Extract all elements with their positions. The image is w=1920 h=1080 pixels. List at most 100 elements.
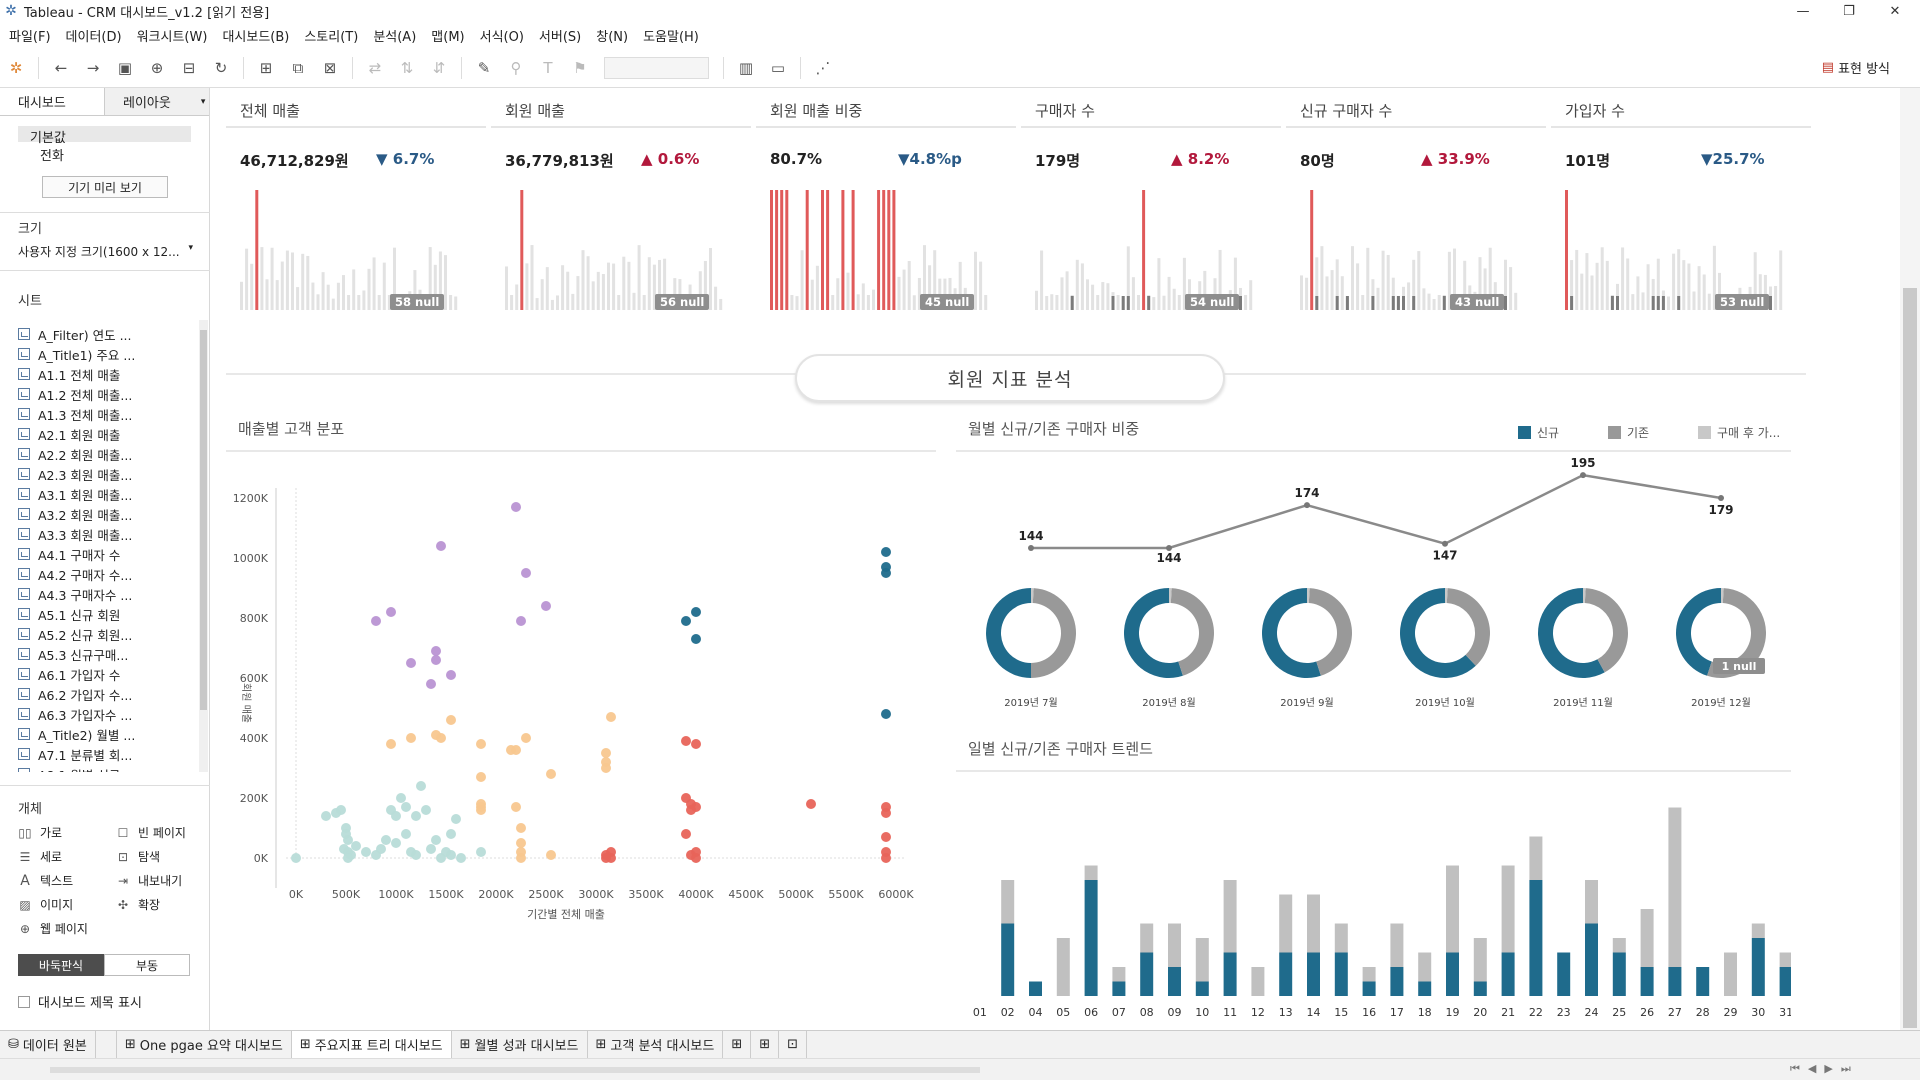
sheet-item[interactable]: A5.2 신규 회원... [0, 624, 200, 644]
object-horizontal[interactable]: ▯▯ 가로 [18, 824, 62, 841]
presentation-icon[interactable]: ▭ [770, 58, 786, 77]
highlight-icon[interactable]: ✎ [477, 58, 491, 77]
tiled-button[interactable]: 바둑판식 [18, 954, 104, 976]
show-me-button[interactable]: ▤ 표현 방식 [1822, 58, 1890, 77]
refresh-icon[interactable]: ↻ [214, 58, 228, 77]
menu-window[interactable]: 창(N) [596, 29, 629, 45]
labels-icon[interactable]: T [543, 58, 553, 77]
swap-icon[interactable]: ⇄ [368, 58, 382, 77]
minimize-icon[interactable]: — [1796, 3, 1810, 19]
menu-analysis[interactable]: 분석(A) [373, 29, 417, 45]
sheet-item[interactable]: A6.1 가입자 수 [0, 664, 200, 684]
null-badge[interactable]: 56 null [655, 294, 710, 310]
menu-file[interactable]: 파일(F) [9, 29, 51, 45]
null-badge[interactable]: 54 null [1185, 294, 1240, 310]
menu-server[interactable]: 서버(S) [538, 29, 582, 45]
menu-format[interactable]: 서식(O) [479, 29, 524, 45]
new-story-button[interactable]: ⊡ [779, 1030, 808, 1059]
tableau-home-icon[interactable]: ✲ [9, 58, 23, 77]
new-dashboard-button[interactable]: ⊞ [751, 1030, 780, 1059]
legend-new[interactable]: 신규 [1518, 424, 1559, 441]
new-datasource-icon[interactable]: ⊕ [150, 58, 164, 77]
close-icon[interactable]: ✕ [1889, 3, 1901, 19]
object-export[interactable]: ⇥ 내보내기 [116, 872, 182, 889]
size-select[interactable]: 사용자 지정 크기(1600 x 12... ▾ [18, 243, 193, 260]
monthly-donut-chart[interactable]: 144 144 174 147 195 179 2019년 7월 2019년 8월 2019년 … [956, 458, 1791, 718]
fit-select[interactable] [604, 56, 709, 79]
kpi-card[interactable]: 신규 구매자 수 80명 ▲ 33.9% 43 null [1286, 96, 1546, 326]
daily-trend-chart[interactable]: 01 02 04 05 06 07 08 09 10 11 12 13 14 15 16 17 18 19 20 21… [956, 788, 1791, 1028]
tab-datasource[interactable]: ⛁ 데이터 원본 [0, 1030, 96, 1059]
new-sheet-icon[interactable]: ⊞ [259, 58, 273, 77]
clear-sheet-icon[interactable]: ⊠ [323, 58, 337, 77]
kpi-card[interactable]: 구매자 수 179명 ▲ 8.2% 54 null [1021, 96, 1281, 326]
legend-other[interactable]: 구매 후 가... [1698, 424, 1780, 441]
sheet-item[interactable]: A2.3 회원 매출... [0, 464, 200, 484]
sheet-item[interactable]: A4.3 구매자수 ... [0, 584, 200, 604]
tab-onepage-dashboard[interactable]: ⊞ One pgae 요약 대시보드 [115, 1030, 292, 1059]
menu-data[interactable]: 데이터(D) [65, 29, 122, 45]
sheet-item[interactable]: A_Filter) 연도 ... [0, 324, 200, 344]
menu-worksheet[interactable]: 워크시트(W) [136, 29, 208, 45]
null-badge[interactable]: 53 null [1715, 294, 1770, 310]
sheet-item[interactable]: A7.1 분류별 회... [0, 744, 200, 764]
sheet-list-scrollbar[interactable] [199, 320, 208, 772]
vertical-scrollbar[interactable] [1900, 88, 1920, 1030]
sheet-item[interactable]: A2.1 회원 매출 [0, 424, 200, 444]
share-icon[interactable]: ⋰ [815, 58, 831, 77]
sort-desc-icon[interactable]: ⇵ [432, 58, 446, 77]
tab-dashboard[interactable]: 대시보드 [0, 88, 104, 115]
kpi-card[interactable]: 가입자 수 101명 ▼25.7% 53 null [1551, 96, 1811, 326]
horizontal-scrollbar[interactable] [50, 1067, 980, 1073]
floating-button[interactable]: 부동 [104, 954, 190, 976]
tab-kpi-tree-dashboard[interactable]: ⊞ 주요지표 트리 대시보드 [291, 1030, 452, 1059]
new-worksheet-button[interactable]: ⊞ [723, 1030, 752, 1059]
menu-story[interactable]: 스토리(T) [304, 29, 359, 45]
null-badge[interactable]: 43 null [1450, 294, 1505, 310]
tab-customer-dashboard[interactable]: ⊞ 고객 분석 대시보드 [588, 1030, 724, 1059]
legend-existing[interactable]: 기존 [1608, 424, 1649, 441]
kpi-card[interactable]: 전체 매출 46,712,829원 ▼ 6.7% 58 null [226, 96, 486, 326]
sheet-item[interactable]: A3.2 회원 매출... [0, 504, 200, 524]
sheet-item[interactable]: A4.1 구매자 수 [0, 544, 200, 564]
sheet-item[interactable]: A3.3 회원 매출... [0, 524, 200, 544]
sheet-item[interactable]: A8.1 월별 신규 [0, 764, 200, 772]
menu-map[interactable]: 맵(M) [431, 29, 465, 45]
device-preview-button[interactable]: 기기 미리 보기 [42, 176, 168, 198]
object-blank[interactable]: ☐ 빈 페이지 [116, 824, 186, 841]
object-text[interactable]: A 텍스트 [18, 872, 73, 889]
object-vertical[interactable]: ☰ 세로 [18, 848, 62, 865]
sheet-item[interactable]: A1.3 전체 매출... [0, 404, 200, 424]
null-badge[interactable]: 45 null [920, 294, 975, 310]
sheet-item[interactable]: A1.2 전체 매출... [0, 384, 200, 404]
device-default[interactable]: 기본값 [30, 131, 66, 146]
device-phone[interactable]: 전화 [40, 149, 64, 164]
show-cards-icon[interactable]: ▥ [738, 58, 754, 77]
sheet-item[interactable]: A5.3 신규구매... [0, 644, 200, 664]
object-web[interactable]: ⊕ 웹 페이지 [18, 920, 88, 937]
sheet-item[interactable]: A_Title1) 주요 ... [0, 344, 200, 364]
sheet-item[interactable]: A3.1 회원 매출... [0, 484, 200, 504]
scrollbar-thumb[interactable] [1903, 288, 1917, 1028]
pause-updates-icon[interactable]: ⊟ [182, 58, 196, 77]
duplicate-icon[interactable]: ⧉ [292, 58, 304, 77]
sheet-item[interactable]: A_Title2) 월별 ... [0, 724, 200, 744]
menu-help[interactable]: 도움말(H) [643, 29, 699, 45]
kpi-card[interactable]: 회원 매출 36,779,813원 ▲ 0.6% 56 null [491, 96, 751, 326]
sheet-item[interactable]: A4.2 구매자 수... [0, 564, 200, 584]
null-badge[interactable]: 58 null [390, 294, 445, 310]
pin-icon[interactable]: ⚑ [573, 58, 587, 77]
tab-layout[interactable]: 레이아웃 ▾ [104, 88, 209, 115]
object-image[interactable]: ▨ 이미지 [18, 896, 73, 913]
sheet-item[interactable]: A6.2 가입자 수... [0, 684, 200, 704]
sheet-item[interactable]: A5.1 신규 회원 [0, 604, 200, 624]
save-icon[interactable]: ▣ [117, 58, 133, 77]
maximize-icon[interactable]: ❐ [1843, 3, 1855, 19]
scatter-chart[interactable]: 0K 200K 400K 600K 800K 1000K 1200K 0K 500K 1000K 1… [221, 458, 921, 1018]
sheet-item[interactable]: A2.2 회원 매출... [0, 444, 200, 464]
menu-dashboard[interactable]: 대시보드(B) [222, 29, 290, 45]
show-title-checkbox[interactable]: 대시보드 제목 표시 [18, 992, 142, 1011]
group-icon[interactable]: ⚲ [510, 58, 522, 77]
redo-icon[interactable]: → [86, 58, 100, 77]
sheet-item[interactable]: A1.1 전체 매출 [0, 364, 200, 384]
